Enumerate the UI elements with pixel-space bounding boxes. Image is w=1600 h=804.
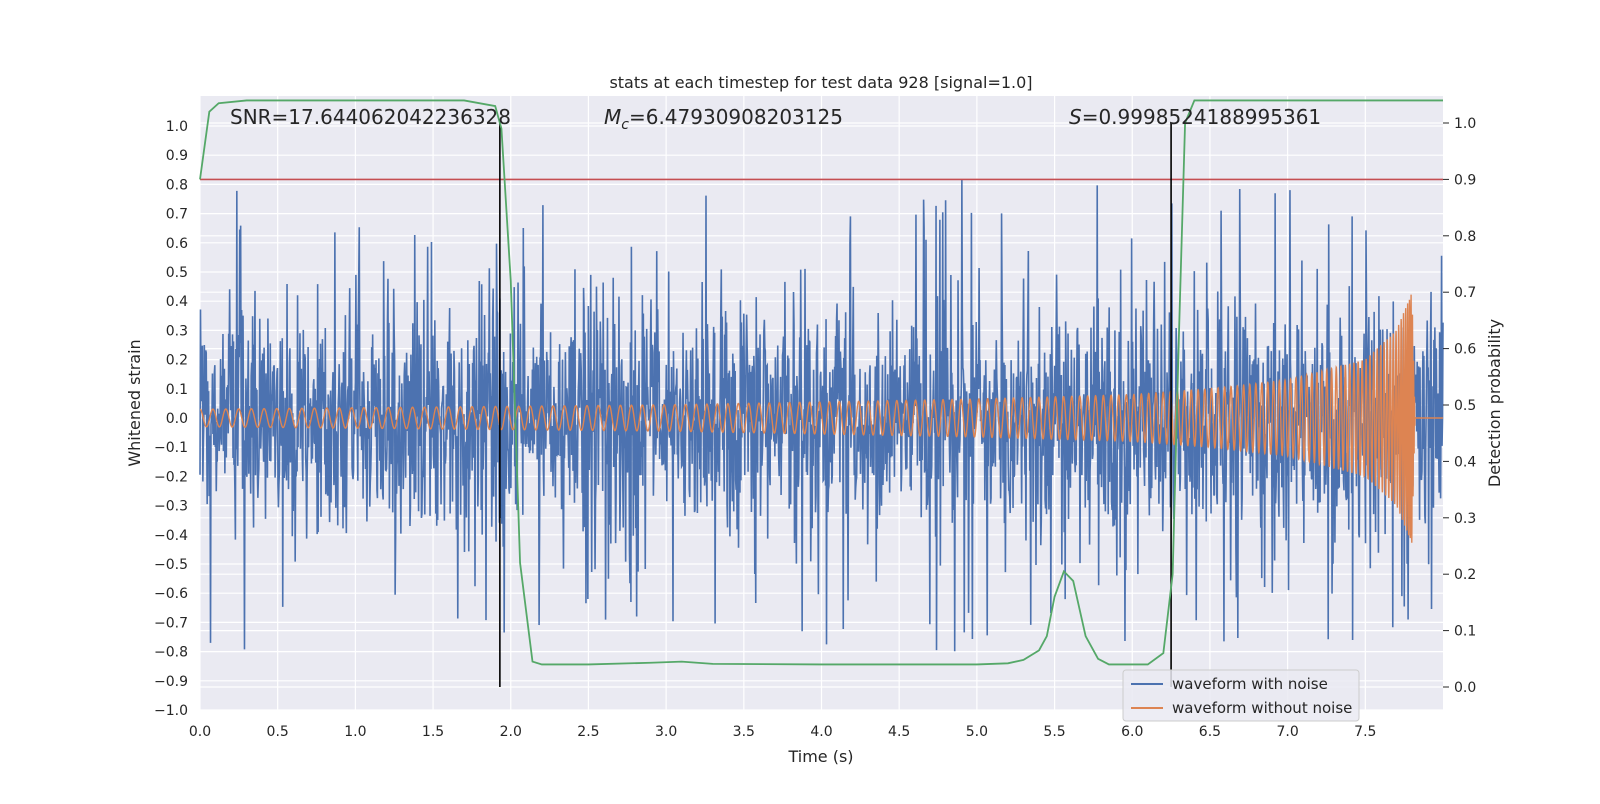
x-tick-label: 2.5: [577, 724, 599, 740]
y2-tick-label: 0.6: [1454, 342, 1476, 358]
x-tick-label: 1.5: [422, 724, 444, 740]
y2-tick-label: 0.0: [1454, 680, 1476, 696]
y2-tick-label: 0.9: [1454, 172, 1476, 188]
y-tick-label: 0.0: [166, 411, 188, 427]
y2-tick-label: 0.1: [1454, 624, 1476, 640]
legend: waveform with noise waveform without noi…: [1122, 669, 1360, 722]
score-stat: S=0.9998524188995361: [1069, 105, 1321, 129]
x-tick-label: 5.5: [1043, 724, 1065, 740]
y-tick-label: −0.1: [154, 440, 188, 456]
y-tick-label: 0.6: [166, 236, 188, 252]
x-axis-label: Time (s): [787, 747, 853, 766]
y-tick-label: −0.4: [154, 528, 188, 544]
y-tick-label: 0.4: [166, 294, 188, 310]
y-tick-label: −1.0: [154, 703, 188, 719]
y2-tick-label: 0.5: [1454, 398, 1476, 414]
y-tick-label: 1.0: [166, 119, 188, 135]
ticks: 0.0 0.5 1.0 1.5 2.0 2.5 3.0 3.5 4.0 4.5 5.0 5.5 6.0 6…: [154, 116, 1476, 740]
y2-tick-label: 1.0: [1454, 116, 1476, 132]
x-tick-label: 4.0: [810, 724, 832, 740]
data-layer: [199, 99, 1444, 687]
score-value: =0.9998524188995361: [1082, 105, 1321, 129]
x-tick-label: 5.0: [966, 724, 988, 740]
y-tick-label: −0.3: [154, 499, 188, 515]
y-tick-label: −0.2: [154, 469, 188, 485]
y-tick-label: −0.7: [154, 615, 188, 631]
y-tick-label: 0.2: [166, 353, 188, 369]
y-tick-label: 0.9: [166, 148, 188, 164]
y-tick-label: 0.3: [166, 323, 188, 339]
chirp-mass-subscript: c: [621, 117, 629, 133]
x-tick-label: 7.0: [1276, 724, 1298, 740]
series-line-waveform-without-noise: [199, 294, 1443, 543]
series-line-detection-probability: [199, 99, 1443, 666]
x-tick-label: 7.5: [1354, 724, 1376, 740]
y2-tick-label: 0.7: [1454, 285, 1476, 301]
x-tick-label: 3.0: [655, 724, 677, 740]
y-axis-label: Whitened strain: [125, 339, 144, 466]
x-tick-label: 6.0: [1121, 724, 1143, 740]
y-tick-label: −0.5: [154, 557, 188, 573]
y2-tick-label: 0.2: [1454, 567, 1476, 583]
chart-title: stats at each timestep for test data 928…: [609, 73, 1032, 92]
x-tick-label: 4.5: [888, 724, 910, 740]
score-symbol: S: [1069, 105, 1082, 129]
x-tick-label: 0.5: [267, 724, 289, 740]
y2-tick-label: 0.8: [1454, 229, 1476, 245]
y2-tick-label: 0.3: [1454, 511, 1476, 527]
legend-label-without-noise: waveform without noise: [1172, 699, 1352, 717]
y2-axis-label: Detection probability: [1485, 319, 1504, 487]
y-tick-label: 0.8: [166, 177, 188, 193]
y-tick-label: 0.7: [166, 207, 188, 223]
y-tick-label: −0.9: [154, 674, 188, 690]
y-tick-label: −0.6: [154, 586, 188, 602]
snr-stat: SNR=17.644062042236328: [230, 105, 511, 129]
chirp-mass-symbol: M: [604, 105, 621, 129]
x-tick-label: 3.5: [733, 724, 755, 740]
y-tick-label: −0.8: [154, 645, 188, 661]
chirp-mass-value: =6.47930908203125: [629, 105, 843, 129]
chirp-mass-stat: Mc=6.47930908203125: [604, 105, 843, 133]
y2-tick-label: 0.4: [1454, 454, 1476, 470]
x-tick-label: 0.0: [189, 724, 211, 740]
legend-box: [1122, 669, 1360, 722]
y-tick-label: 0.1: [166, 382, 188, 398]
legend-label-with-noise: waveform with noise: [1172, 675, 1328, 693]
y-tick-label: 0.5: [166, 265, 188, 281]
x-tick-label: 1.0: [344, 724, 366, 740]
x-tick-label: 2.0: [500, 724, 522, 740]
x-tick-label: 6.5: [1199, 724, 1221, 740]
